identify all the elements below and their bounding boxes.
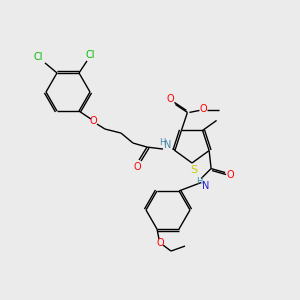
Text: O: O <box>89 116 97 126</box>
Text: O: O <box>133 162 141 172</box>
Text: N: N <box>164 140 172 150</box>
Text: O: O <box>226 169 234 180</box>
Text: O: O <box>200 104 207 114</box>
Text: H: H <box>196 177 202 186</box>
Text: O: O <box>167 94 174 104</box>
Text: O: O <box>156 238 164 248</box>
Text: N: N <box>202 181 210 190</box>
Text: Cl: Cl <box>85 50 95 60</box>
Text: H: H <box>159 138 165 147</box>
Text: S: S <box>190 165 198 175</box>
Text: Cl: Cl <box>33 52 43 62</box>
